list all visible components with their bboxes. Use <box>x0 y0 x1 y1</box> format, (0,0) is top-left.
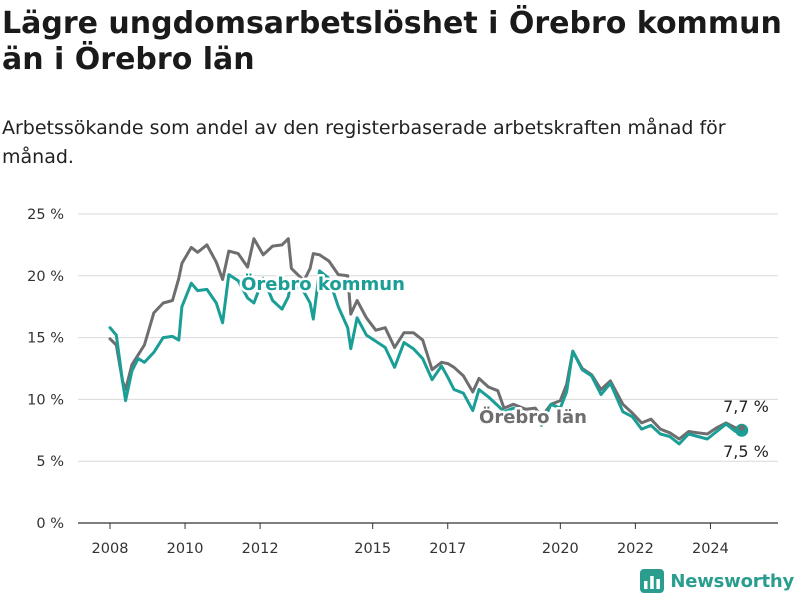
x-tick-label: 2012 <box>242 541 279 557</box>
y-tick-label: 5 % <box>36 454 64 470</box>
bar-chart-icon <box>640 569 665 593</box>
y-tick-label: 10 % <box>27 392 64 408</box>
end-label-lan: 7,7 % <box>723 397 769 416</box>
grid-lines <box>78 213 778 524</box>
series-line-lan <box>108 237 744 441</box>
y-tick-label: 0 % <box>36 516 64 532</box>
x-tick-label: 2022 <box>617 541 654 557</box>
x-tick-label: 2008 <box>92 541 129 557</box>
series-label-kommun: Örebro kommun <box>241 273 405 295</box>
series-line-kommun <box>108 269 744 446</box>
x-tick-label: 2015 <box>354 541 391 557</box>
x-tick-label: 2024 <box>692 541 729 557</box>
x-axis: 2008 2010 2012 2015 2017 2020 2022 2024 <box>92 523 729 557</box>
chart-title: Lägre ungdomsarbetslöshet i Örebro kommu… <box>2 6 782 77</box>
x-tick-label: 2017 <box>429 541 466 557</box>
brand-name: Newsworthy <box>670 570 794 592</box>
y-axis: 0 % 5 % 10 % 15 % 20 % 25 % <box>27 207 64 532</box>
end-label-kommun: 7,5 % <box>723 442 769 461</box>
end-point-lan <box>738 424 745 431</box>
chart-subtitle: Arbetssökande som andel av den registerb… <box>2 117 726 168</box>
newsworthy-brand: Newsworthy <box>640 569 794 593</box>
x-tick-label: 2010 <box>167 541 204 557</box>
series-labels: Örebro kommun Örebro län 7,7 % 7,5 % <box>239 271 769 462</box>
series-lines <box>108 237 749 446</box>
y-tick-label: 25 % <box>27 207 64 223</box>
y-tick-label: 20 % <box>27 269 64 285</box>
y-tick-label: 15 % <box>27 331 64 347</box>
series-label-lan: Örebro län <box>479 406 587 428</box>
x-tick-label: 2020 <box>542 541 579 557</box>
